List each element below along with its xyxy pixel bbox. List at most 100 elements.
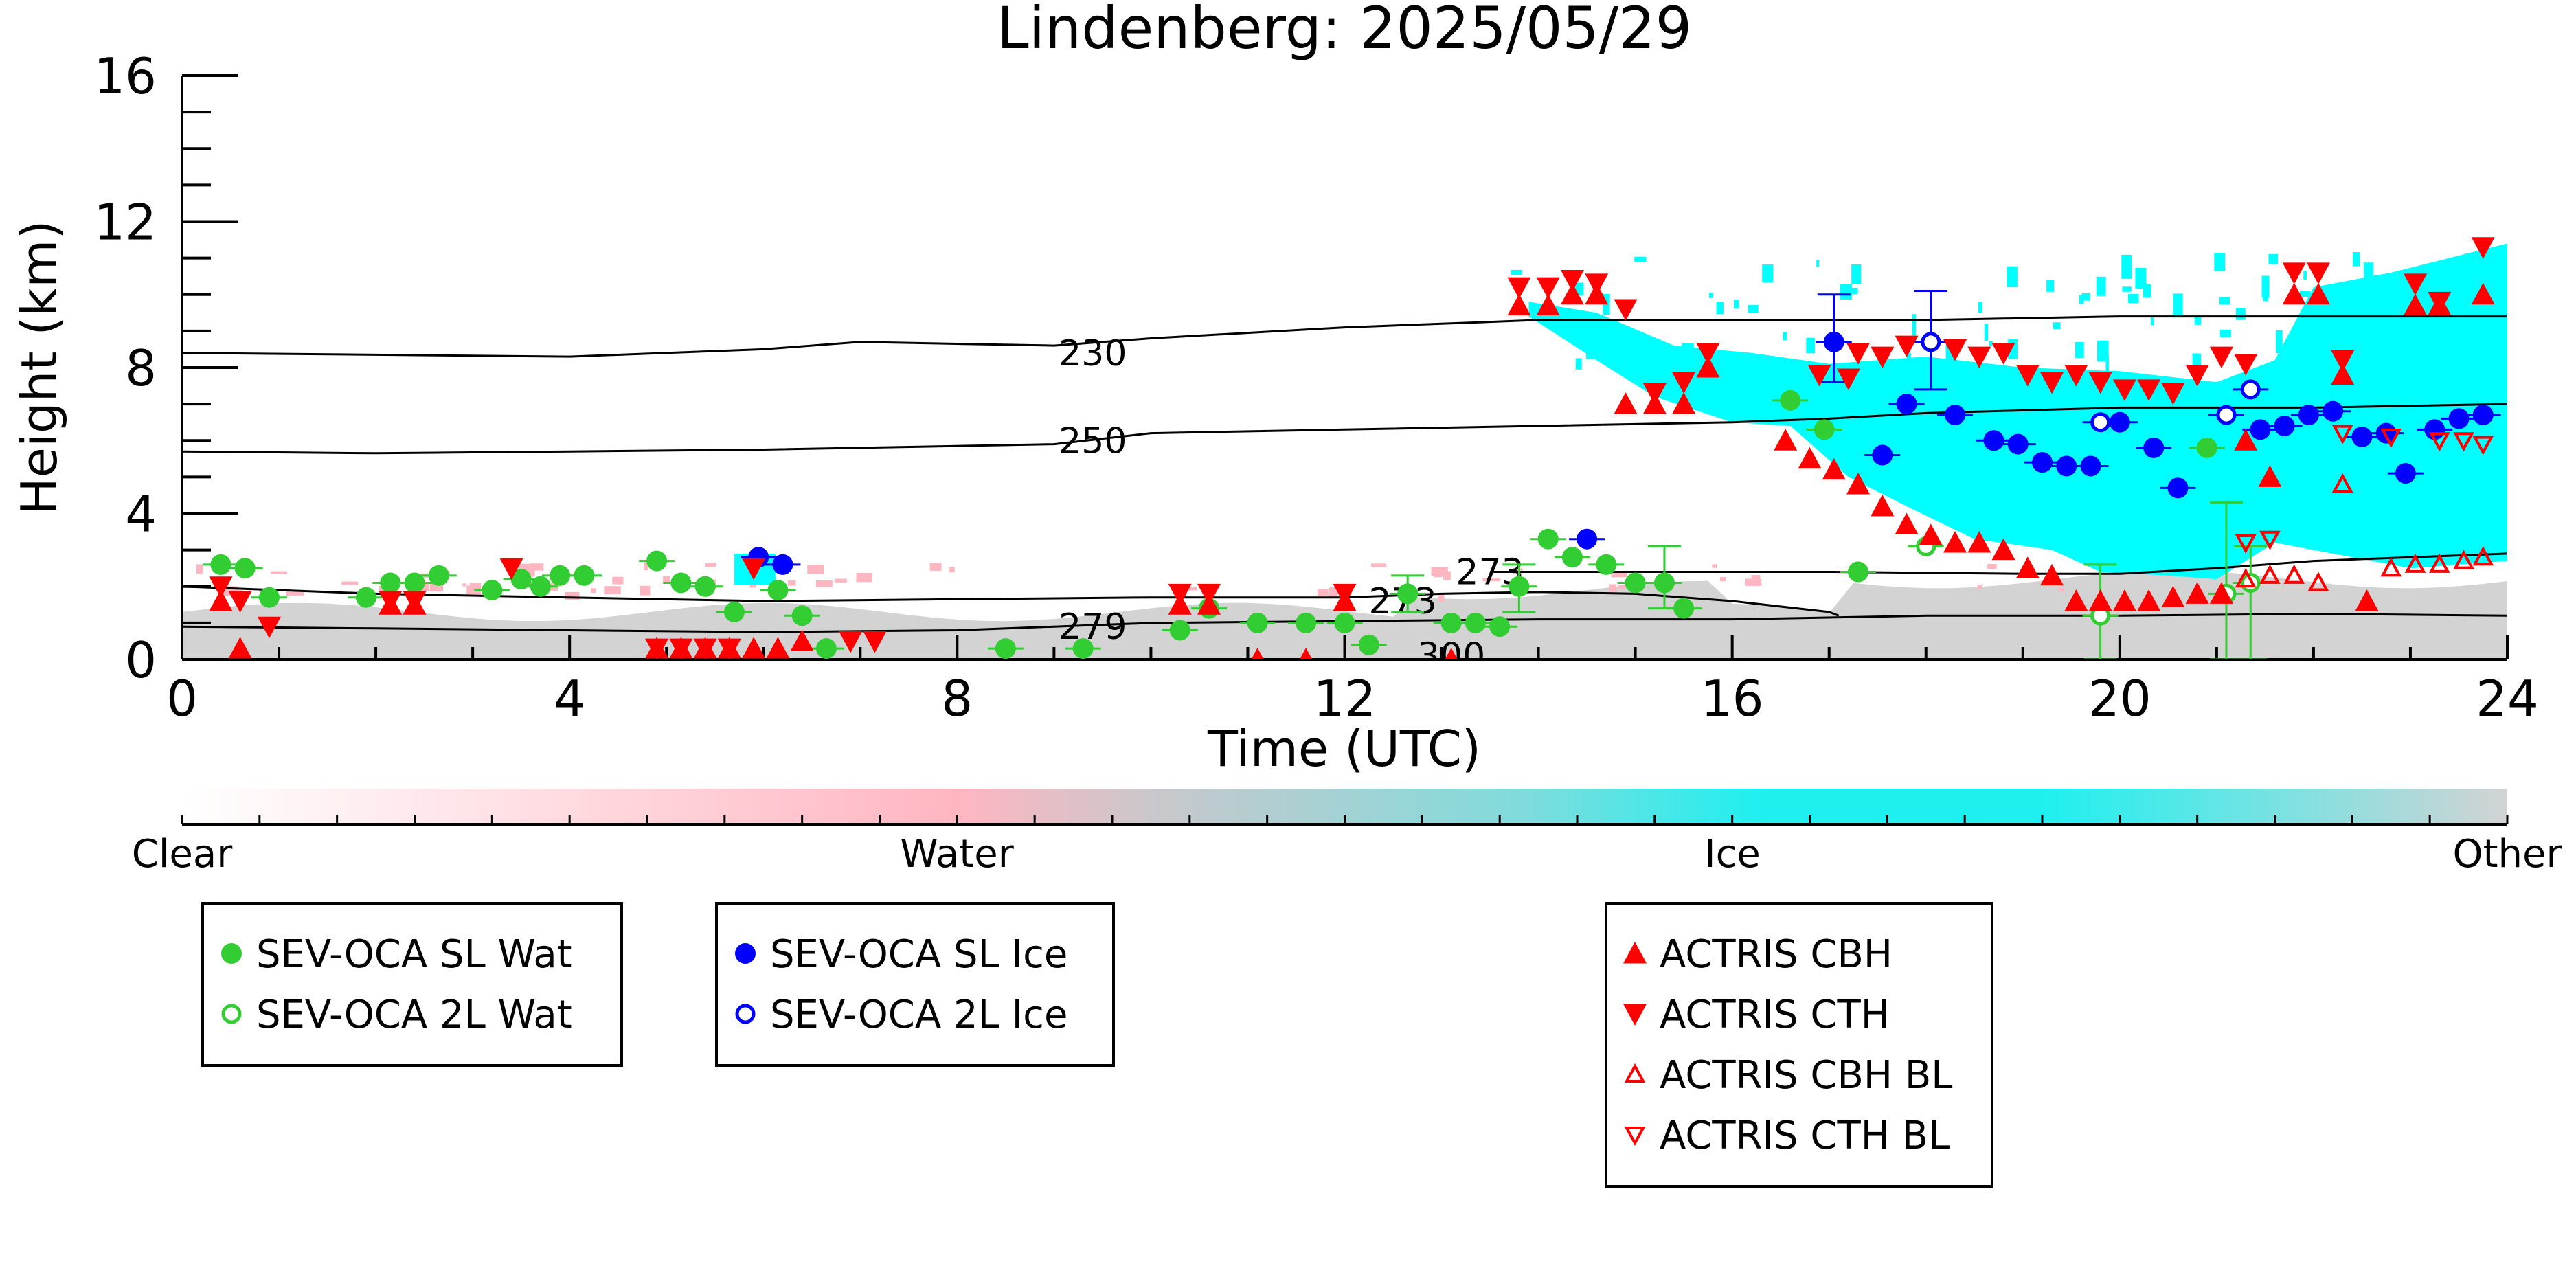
ice-cloud-pixel xyxy=(2151,317,2154,326)
legend-entry-label: SEV-OCA 2L Wat xyxy=(256,993,572,1037)
actris-cbh-bl-point xyxy=(2331,473,2353,493)
actris-cbh-point xyxy=(1299,648,1313,659)
actris-cth-point xyxy=(669,638,693,659)
ice-cloud-pixel xyxy=(2483,331,2494,355)
ice-cloud-pixel xyxy=(2053,322,2061,329)
legend-marker xyxy=(1624,1063,1646,1083)
water-cloud-pixel xyxy=(1329,587,1338,597)
water-cloud-pixel xyxy=(705,563,716,567)
sev-oca-sl-ice-point xyxy=(2323,400,2344,422)
ice-cloud-pixel xyxy=(1846,287,1858,295)
actris-cbh-point xyxy=(1560,282,1584,305)
sev-oca-sl-wat-point xyxy=(234,558,256,579)
water-cloud-pixel xyxy=(1609,584,1617,592)
legend-marker xyxy=(1623,942,1647,964)
actris-cth-point xyxy=(2234,354,2258,376)
ice-cloud-pixel xyxy=(2398,300,2411,310)
data-markers xyxy=(203,237,2501,659)
actris-cbh-point xyxy=(1251,648,1264,659)
ice-cloud-pixel xyxy=(2194,317,2202,325)
ice-cloud-pixel xyxy=(1734,300,1739,308)
x-tick-label: 4 xyxy=(554,670,585,727)
legend-entry-label: ACTRIS CTH xyxy=(1660,993,1890,1037)
colorbar: Clear Water Ice Other xyxy=(132,789,2562,877)
sev-oca-2l-ice-point xyxy=(2240,379,2261,400)
ice-cloud-pixel xyxy=(1906,365,1916,388)
ice-cloud-pixel xyxy=(2261,275,2270,298)
ice-cloud-pixel xyxy=(1716,302,1724,314)
actris-cth-point xyxy=(2404,273,2428,295)
sev-oca-sl-wat-point xyxy=(510,569,532,590)
sev-oca-2l-ice-point xyxy=(1921,332,1941,352)
actris-cth-point xyxy=(839,631,863,653)
sev-oca-sl-wat-point xyxy=(1334,612,1355,633)
ice-cloud-pixel xyxy=(1851,264,1862,284)
sev-oca-sl-ice-point xyxy=(2007,433,2029,455)
sev-oca-sl-wat-point xyxy=(482,580,503,601)
x-axis-label: Time (UTC) xyxy=(1207,720,1481,778)
actris-cth-point xyxy=(2137,379,2161,401)
actris-cth-point xyxy=(1585,273,1609,295)
water-cloud-pixel xyxy=(530,563,544,571)
sev-oca-sl-ice-point xyxy=(2448,408,2470,429)
actris-cth-point xyxy=(693,638,717,659)
water-cloud-pixel xyxy=(604,586,621,594)
sev-oca-sl-wat-point xyxy=(530,576,551,597)
x-tick-label: 8 xyxy=(941,670,973,727)
actris-cth-point xyxy=(1168,583,1192,606)
water-cloud-pixel xyxy=(1712,564,1717,568)
ice-cloud-pixel xyxy=(2502,363,2506,374)
actris-cth-point xyxy=(379,591,403,613)
colorbar-label-other: Other xyxy=(2452,832,2562,877)
actris-cth-point xyxy=(1333,583,1357,606)
actris-cbh-point xyxy=(1991,538,2015,561)
actris-cbh-point xyxy=(2404,293,2428,316)
ice-cloud-pixel xyxy=(2236,308,2246,320)
ice-cloud-pixel xyxy=(1586,337,1598,359)
actris-cth-point xyxy=(717,638,741,659)
actris-cth-point xyxy=(403,591,427,613)
sev-oca-sl-wat-point xyxy=(1848,561,1869,583)
ice-cloud-pixel xyxy=(2007,266,2018,288)
actris-cth-point xyxy=(1560,270,1584,292)
ice-cloud-pixel xyxy=(2463,335,2469,340)
ice-cloud-pixel xyxy=(1840,284,1852,300)
legend-entry-label: SEV-OCA SL Wat xyxy=(256,932,572,977)
sev-oca-sl-ice-point xyxy=(2056,455,2077,477)
water-cloud-pixel xyxy=(856,573,872,583)
water-cloud-pixel xyxy=(612,576,624,585)
sev-oca-sl-wat-point xyxy=(694,576,716,597)
ice-cloud-pixel xyxy=(2303,271,2307,280)
water-cloud-pixel xyxy=(834,578,847,583)
actris-cbh-point xyxy=(2088,589,2112,611)
ice-cloud-pixel xyxy=(1511,269,1522,275)
sev-oca-sl-wat-point xyxy=(1358,634,1379,655)
sev-oca-sl-wat-point xyxy=(670,572,692,594)
ice-cloud-pixel xyxy=(1682,343,1694,361)
actris-cth-point xyxy=(2161,383,2185,405)
actris-cth-point xyxy=(1696,343,1720,365)
water-cloud-pixel xyxy=(816,580,833,587)
actris-cth-point xyxy=(2040,372,2064,394)
actris-cbh-point xyxy=(1895,512,1919,534)
actris-cth-point xyxy=(1943,339,1967,361)
actris-cth-point xyxy=(2015,365,2040,387)
ice-cloud-pixel xyxy=(2445,301,2452,318)
ice-cloud-pixel xyxy=(2214,253,2226,271)
actris-cth-point xyxy=(1614,299,1638,321)
actris-cth-point xyxy=(2306,262,2330,284)
actris-cth-point xyxy=(2112,379,2136,401)
actris-cth-point xyxy=(742,558,766,580)
sev-oca-sl-ice-point xyxy=(2250,419,2271,440)
y-tick-label: 4 xyxy=(125,486,157,543)
sev-oca-sl-ice-point xyxy=(2395,463,2416,484)
sev-oca-sl-wat-point xyxy=(1596,554,1617,575)
y-tick-label: 12 xyxy=(93,194,157,251)
actris-cbh-point xyxy=(2209,582,2233,604)
ice-cloud-pixel xyxy=(1912,314,1916,336)
actris-cbh-point xyxy=(1445,648,1458,659)
actris-cth-point xyxy=(2185,365,2209,387)
water-cloud-pixel xyxy=(1371,563,1387,567)
sev-oca-sl-ice-point xyxy=(772,554,793,575)
isotherm-label: 250 xyxy=(1059,420,1127,462)
